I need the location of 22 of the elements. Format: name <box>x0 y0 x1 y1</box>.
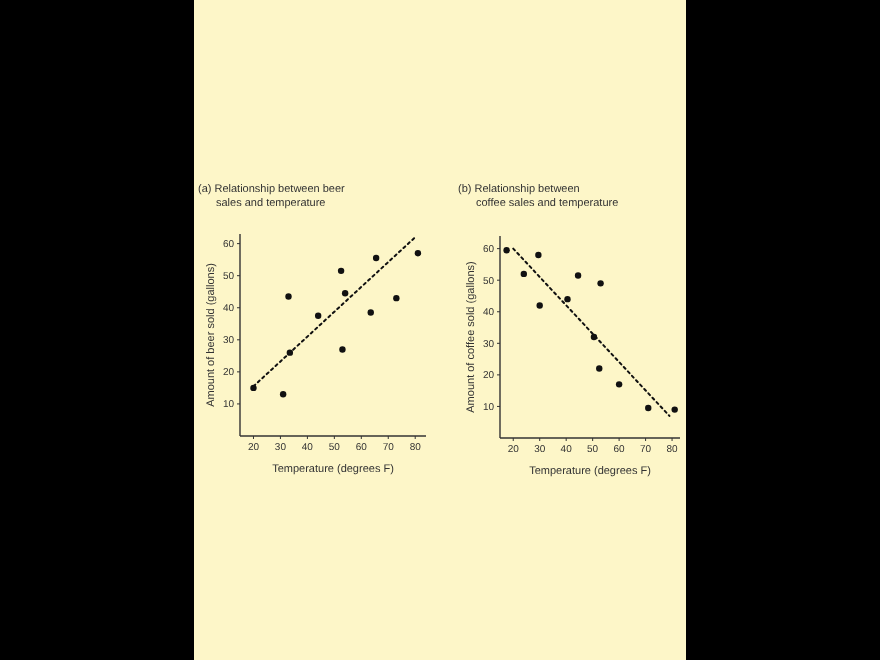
point <box>341 290 349 297</box>
point <box>314 312 322 319</box>
point <box>250 384 257 392</box>
point <box>596 365 603 372</box>
point <box>393 294 400 302</box>
point <box>279 391 287 398</box>
point <box>414 250 422 257</box>
point <box>372 254 380 262</box>
point <box>671 406 678 413</box>
point <box>367 309 374 316</box>
point <box>615 381 623 388</box>
point <box>536 302 543 309</box>
point <box>285 293 292 300</box>
point <box>503 247 510 254</box>
point <box>564 295 571 303</box>
point <box>339 346 346 353</box>
point <box>520 270 528 278</box>
point <box>645 404 652 412</box>
point <box>535 251 542 259</box>
point <box>597 280 604 287</box>
point <box>574 272 582 279</box>
point <box>337 267 345 275</box>
